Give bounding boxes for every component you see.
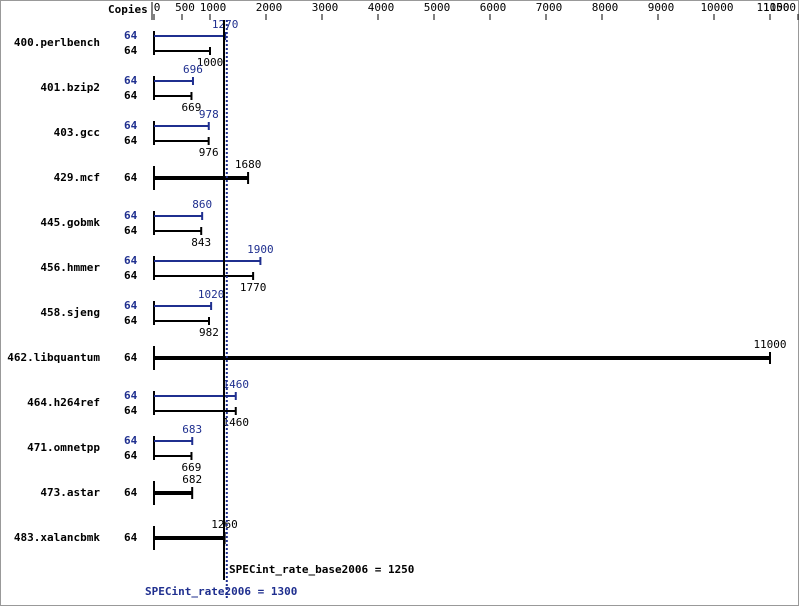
peak-value-label: 860 xyxy=(192,198,212,211)
category-label: 429.mcf xyxy=(54,171,100,184)
x-tick-label: 9000 xyxy=(648,1,675,14)
category-label: 400.perlbench xyxy=(14,36,100,49)
reference-label: SPECint_rate2006 = 1300 xyxy=(145,585,297,598)
x-tick-label: 6000 xyxy=(480,1,507,14)
base-copies: 64 xyxy=(124,449,138,462)
base-value-label: 1770 xyxy=(240,281,267,294)
peak-value-label: 1460 xyxy=(223,378,250,391)
x-tick-label: 7000 xyxy=(536,1,563,14)
x-tick-label: 1000 xyxy=(200,1,227,14)
category-label: 401.bzip2 xyxy=(40,81,100,94)
x-tick-label: 5000 xyxy=(424,1,451,14)
x-axis-label: Copies xyxy=(108,3,148,16)
base-value-label: 982 xyxy=(199,326,219,339)
x-tick-label: 2000 xyxy=(256,1,283,14)
x-tick-label: 11000 xyxy=(756,1,789,14)
category-label: 473.astar xyxy=(40,486,100,499)
category-label: 456.hmmer xyxy=(40,261,100,274)
category-label: 445.gobmk xyxy=(40,216,100,229)
base-copies: 64 xyxy=(124,89,138,102)
base-copies: 64 xyxy=(124,44,138,57)
category-label: 471.omnetpp xyxy=(27,441,100,454)
base-copies: 64 xyxy=(124,171,138,184)
peak-copies: 64 xyxy=(124,119,138,132)
category-label: 483.xalancbmk xyxy=(14,531,100,544)
peak-copies: 64 xyxy=(124,209,138,222)
base-value-label: 976 xyxy=(199,146,219,159)
base-value-label: 11000 xyxy=(753,338,786,351)
peak-value-label: 978 xyxy=(199,108,219,121)
base-copies: 64 xyxy=(124,404,138,417)
x-tick-label: 10000 xyxy=(700,1,733,14)
peak-value-label: 1020 xyxy=(198,288,225,301)
base-copies: 64 xyxy=(124,314,138,327)
peak-copies: 64 xyxy=(124,389,138,402)
x-tick-label: 500 xyxy=(175,1,195,14)
base-value-label: 1680 xyxy=(235,158,262,171)
base-copies: 64 xyxy=(124,486,138,499)
base-copies: 64 xyxy=(124,269,138,282)
base-value-label: 669 xyxy=(182,101,202,114)
category-label: 464.h264ref xyxy=(27,396,100,409)
peak-copies: 64 xyxy=(124,29,138,42)
base-value-label: 1000 xyxy=(197,56,224,69)
base-value-label: 1460 xyxy=(223,416,250,429)
base-value-label: 669 xyxy=(182,461,202,474)
base-copies: 64 xyxy=(124,224,138,237)
x-tick-label: 4000 xyxy=(368,1,395,14)
peak-copies: 64 xyxy=(124,254,138,267)
base-copies: 64 xyxy=(124,134,138,147)
peak-copies: 64 xyxy=(124,434,138,447)
peak-value-label: 1900 xyxy=(247,243,274,256)
category-label: 462.libquantum xyxy=(7,351,100,364)
x-tick-label: 11500 xyxy=(763,1,796,14)
base-copies: 64 xyxy=(124,531,138,544)
x-tick-label: 3000 xyxy=(312,1,339,14)
x-tick-label: 8000 xyxy=(592,1,619,14)
category-label: 403.gcc xyxy=(54,126,100,139)
peak-value-label: 683 xyxy=(182,423,202,436)
peak-copies: 64 xyxy=(124,299,138,312)
category-label: 458.sjeng xyxy=(40,306,100,319)
base-value-label: 682 xyxy=(182,473,202,486)
peak-value-label: 1270 xyxy=(212,18,239,31)
reference-label: SPECint_rate_base2006 = 1250 xyxy=(229,563,414,576)
peak-value-label: 696 xyxy=(183,63,203,76)
base-copies: 64 xyxy=(124,351,138,364)
base-value-label: 843 xyxy=(191,236,211,249)
peak-copies: 64 xyxy=(124,74,138,87)
x-tick-label: 0 xyxy=(154,1,161,14)
